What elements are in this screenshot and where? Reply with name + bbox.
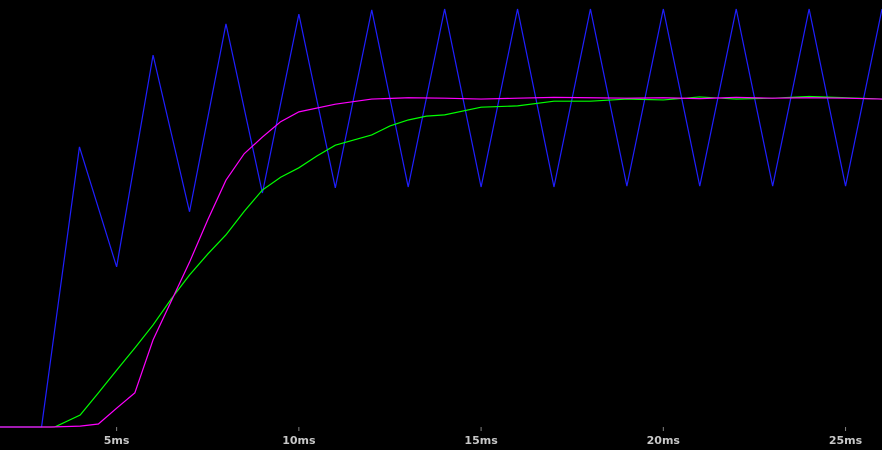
series-line	[0, 96, 882, 428]
x-tick-label: 25ms	[829, 434, 863, 447]
x-tick-label: 20ms	[647, 434, 681, 447]
x-tick-label: 15ms	[464, 434, 498, 447]
x-tick-label: 10ms	[282, 434, 316, 447]
series-line	[0, 8, 882, 428]
series-line	[0, 95, 882, 428]
x-tick-label: 5ms	[104, 434, 130, 447]
